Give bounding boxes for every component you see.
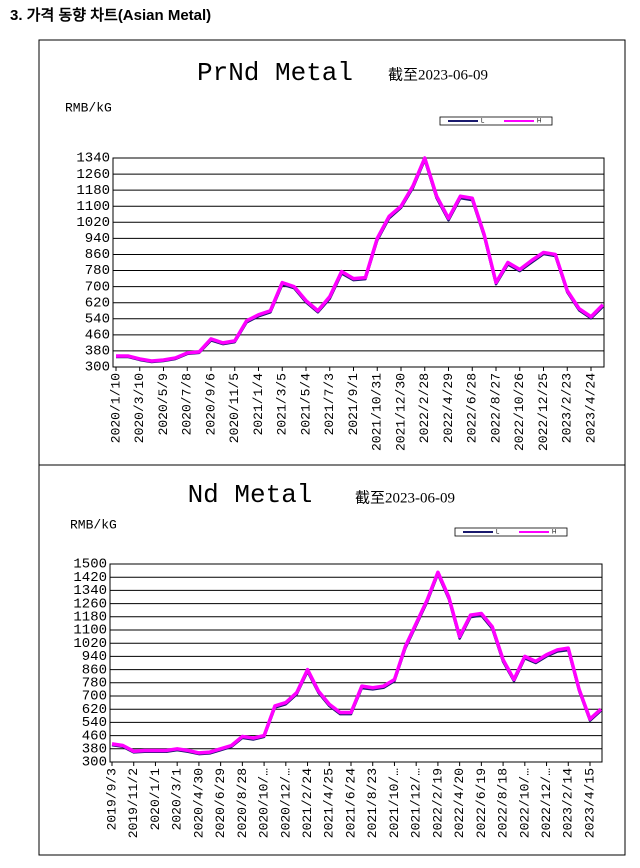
y-tick-label: 540 [82, 715, 107, 731]
x-tick-label: 2022/10/… [517, 768, 532, 838]
chart-frame [38, 464, 626, 856]
chart-subtitle: 截至2023-06-09 [355, 489, 455, 506]
x-tick-label: 2022/12/… [539, 768, 554, 838]
x-tick-label: 2021/12/30 [393, 373, 408, 451]
y-tick-label: 1340 [73, 583, 107, 599]
y-tick-label: 460 [82, 728, 107, 744]
x-tick-label: 2022/2/19 [430, 768, 445, 838]
x-tick-label: 2021/12/… [409, 768, 424, 838]
y-tick-label: 1020 [76, 215, 110, 231]
x-tick-label: 2020/8/28 [235, 768, 250, 838]
y-tick-label: 700 [85, 279, 110, 295]
x-tick-label: 2023/2/23 [560, 373, 575, 443]
x-tick-label: 2020/10/… [257, 768, 272, 838]
x-tick-label: 2022/8/27 [488, 373, 503, 443]
y-tick-label: 1420 [73, 570, 107, 586]
x-tick-label: 2019/11/2 [126, 768, 141, 838]
y-tick-label: 620 [82, 702, 107, 718]
x-tick-label: 2020/1/10 [108, 373, 123, 443]
x-tick-label: 2021/10/… [387, 768, 402, 838]
x-tick-label: 2022/10/26 [512, 373, 527, 451]
legend-label: L [481, 119, 485, 125]
x-tick-label: 2020/1/1 [148, 768, 163, 831]
y-tick-label: 380 [85, 344, 110, 360]
y-tick-label: 540 [85, 311, 110, 327]
x-tick-label: 2021/5/4 [298, 373, 313, 436]
x-tick-label: 2021/10/31 [370, 373, 385, 451]
chart-title: PrNd Metal [197, 58, 353, 88]
x-tick-label: 2022/6/28 [465, 373, 480, 443]
heading: 3. 가격 동향 차트(Asian Metal) [10, 6, 211, 24]
x-tick-label: 2022/2/28 [417, 373, 432, 443]
x-tick-label: 2021/8/23 [365, 768, 380, 838]
legend-label: L [496, 530, 500, 536]
y-tick-label: 940 [82, 649, 107, 665]
x-tick-label: 2020/5/9 [156, 373, 171, 435]
x-tick-label: 2020/11/5 [227, 373, 242, 443]
x-tick-label: 2020/3/1 [170, 768, 185, 831]
series-line [116, 156, 605, 363]
legend-label: H [537, 119, 541, 125]
x-tick-label: 2022/4/20 [452, 768, 467, 838]
legend-box [454, 527, 568, 537]
x-tick-label: 2021/6/24 [343, 768, 358, 838]
y-tick-label: 1500 [73, 557, 107, 573]
y-tick-label: 1260 [76, 167, 110, 183]
x-tick-label: 2022/6/19 [474, 768, 489, 838]
chart-subtitle: 截至2023-06-09 [388, 66, 488, 83]
y-tick-label: 780 [85, 263, 110, 279]
y-axis-label: RMB/kG [70, 517, 117, 532]
x-tick-label: 2020/6/29 [213, 768, 228, 838]
y-tick-label: 620 [85, 295, 110, 311]
x-tick-label: 2023/4/15 [582, 768, 597, 838]
series-line [111, 570, 603, 755]
x-tick-label: 2021/7/3 [322, 373, 337, 435]
x-tick-label: 2020/12/… [278, 768, 293, 838]
plot-area [109, 563, 603, 763]
x-tick-label: 2020/9/6 [203, 373, 218, 435]
y-tick-label: 1100 [76, 199, 110, 215]
y-tick-label: 1020 [73, 636, 107, 652]
x-tick-label: 2020/4/30 [191, 768, 206, 838]
x-tick-label: 2021/3/5 [275, 373, 290, 435]
plot-area [112, 157, 605, 368]
y-tick-label: 860 [82, 662, 107, 678]
x-tick-label: 2023/4/24 [583, 373, 598, 443]
x-tick-label: 2020/7/8 [180, 373, 195, 435]
x-tick-label: 2019/9/3 [104, 768, 119, 830]
x-tick-label: 2021/2/24 [300, 768, 315, 838]
y-tick-label: 1260 [73, 596, 107, 612]
y-tick-label: 300 [82, 755, 107, 771]
x-tick-label: 2022/8/18 [496, 768, 511, 838]
y-tick-label: 860 [85, 247, 110, 263]
legend-box [439, 116, 553, 126]
y-axis-label: RMB/kG [65, 100, 112, 115]
x-tick-label: 2022/12/25 [536, 373, 551, 451]
x-tick-label: 2021/1/4 [251, 373, 266, 436]
y-tick-label: 700 [82, 689, 107, 705]
y-tick-label: 1180 [76, 183, 110, 199]
y-tick-label: 1180 [73, 610, 107, 626]
x-tick-label: 2022/4/29 [441, 373, 456, 443]
y-tick-label: 460 [85, 328, 110, 344]
y-tick-label: 1100 [73, 623, 107, 639]
x-tick-label: 2020/3/10 [132, 373, 147, 443]
x-tick-label: 2023/2/14 [561, 768, 576, 838]
y-tick-label: 300 [85, 360, 110, 376]
x-tick-label: 2021/4/25 [322, 768, 337, 838]
legend-label: H [552, 530, 556, 536]
x-tick-label: 2021/9/1 [346, 373, 361, 436]
y-tick-label: 380 [82, 742, 107, 758]
y-tick-label: 940 [85, 231, 110, 247]
chart-title: Nd Metal [188, 480, 313, 510]
y-tick-label: 1340 [76, 151, 110, 167]
y-tick-label: 780 [82, 676, 107, 692]
